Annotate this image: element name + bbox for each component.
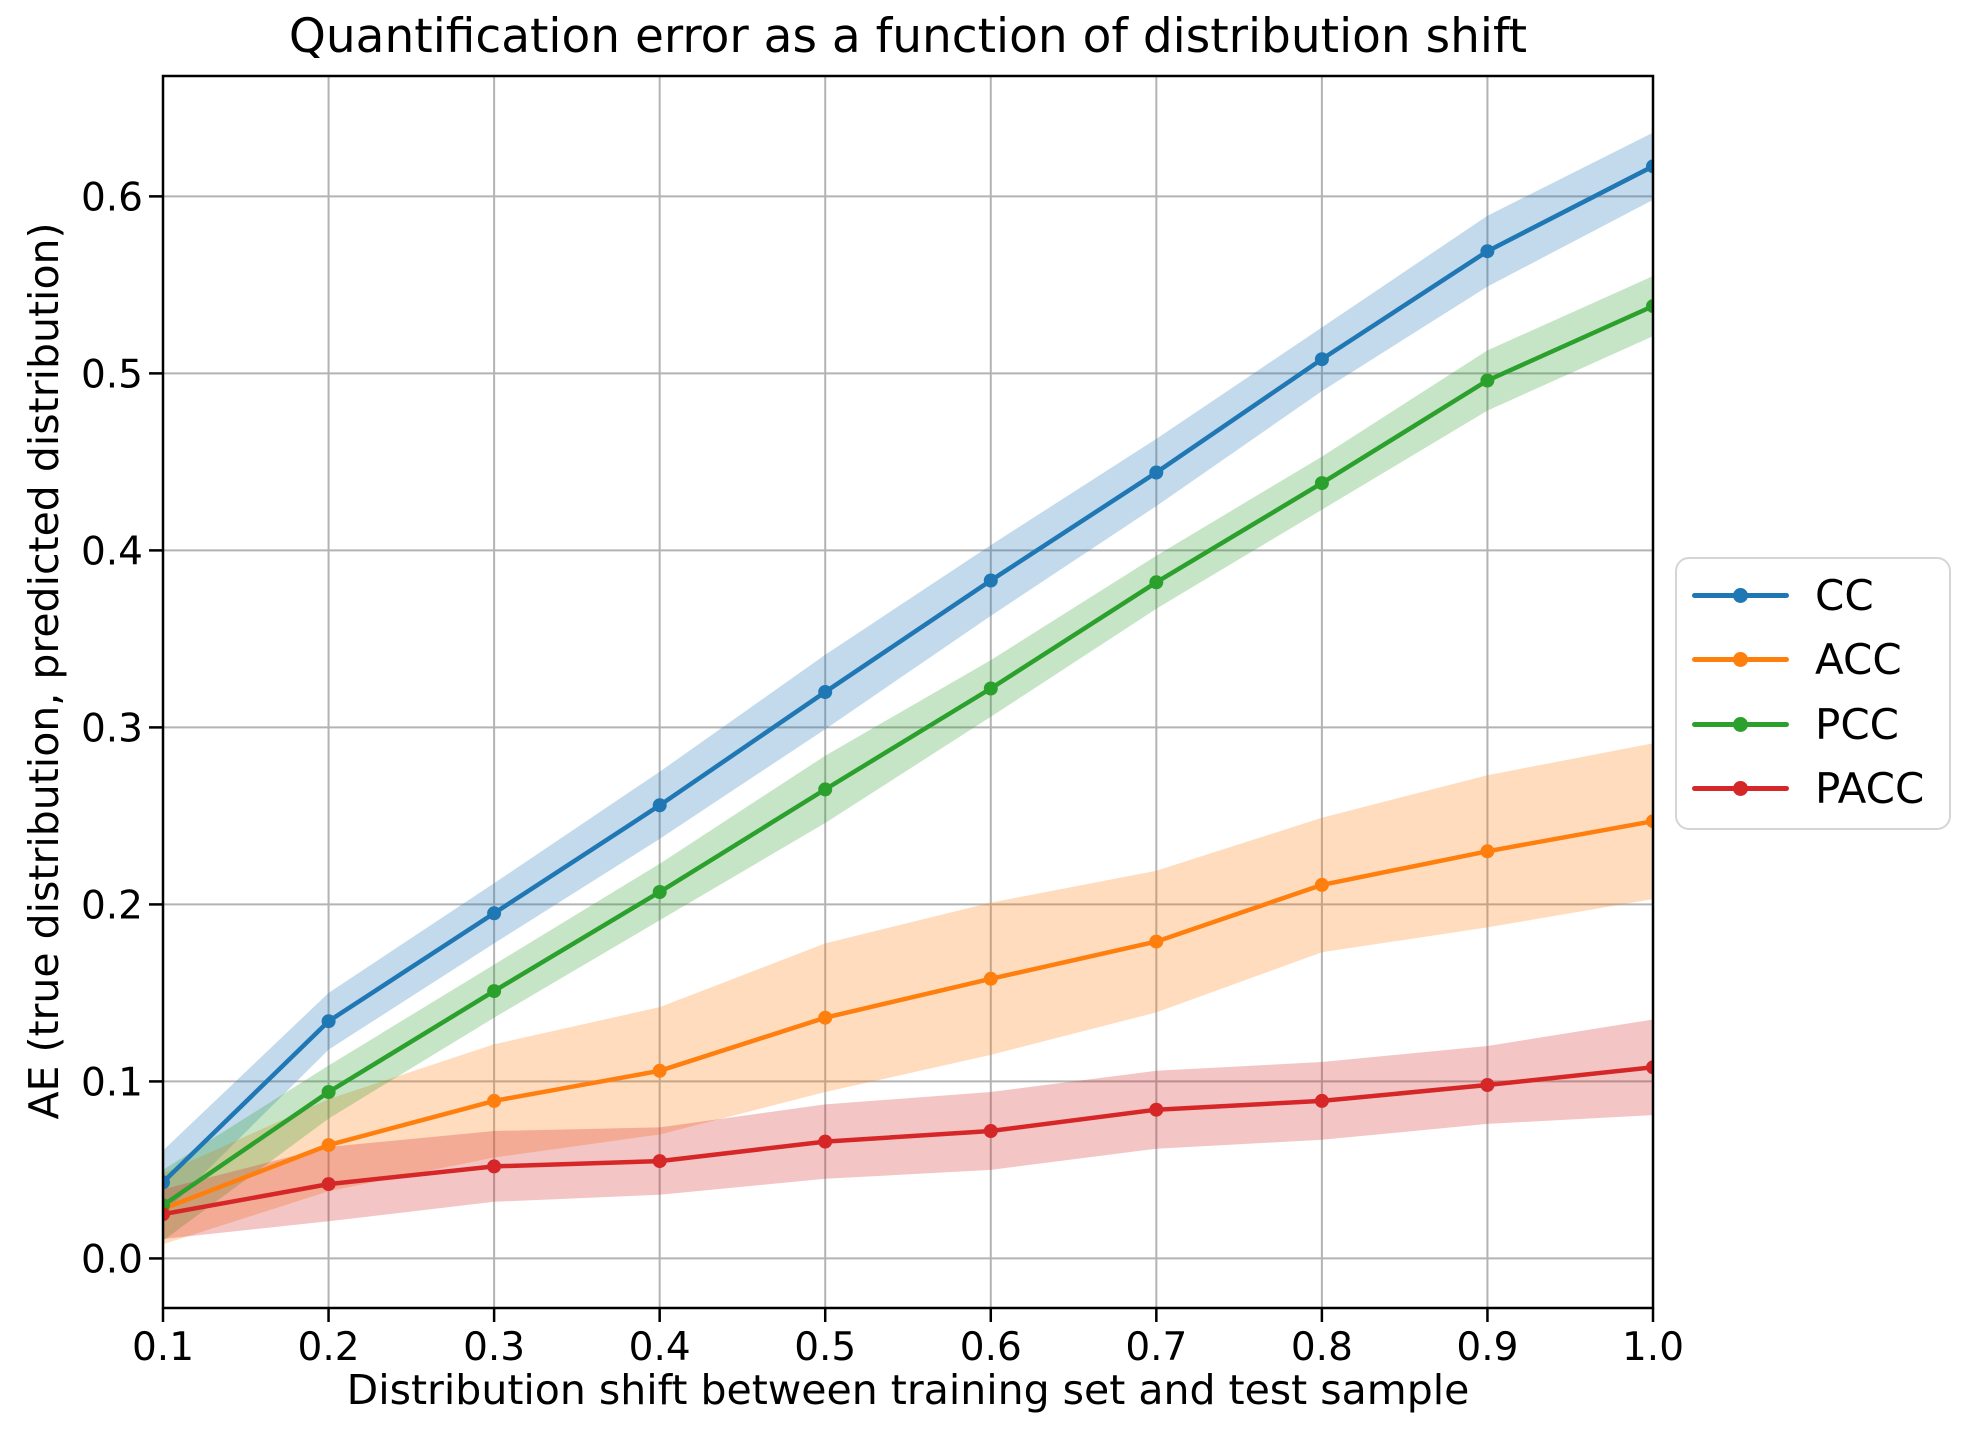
- marker-PACC: [321, 1177, 336, 1192]
- legend-item-pacc: PACC: [1692, 757, 1949, 822]
- legend-label-cc: CC: [1815, 570, 1874, 620]
- marker-PCC: [1480, 373, 1495, 388]
- marker-PACC: [983, 1124, 998, 1138]
- marker-PCC: [487, 984, 502, 999]
- marker-CC: [1314, 352, 1329, 367]
- line-CC: [163, 164, 1653, 1185]
- y-tick-label: 0.3: [81, 706, 143, 751]
- marker-PACC: [1480, 1078, 1495, 1092]
- marker-ACC: [1646, 814, 1653, 829]
- marker-PACC: [818, 1134, 833, 1149]
- marker-ACC: [1314, 877, 1329, 892]
- series-PCC: [163, 299, 1653, 1213]
- marker-CC: [1149, 465, 1164, 480]
- marker-CC: [487, 906, 502, 921]
- marker-PACC: [1646, 1060, 1653, 1075]
- series-PACC: [163, 1060, 1653, 1222]
- y-tick-label: 0.4: [81, 529, 143, 574]
- x-tick-label: 0.6: [960, 1325, 1022, 1370]
- marker-PCC: [818, 782, 833, 797]
- y-tick-label: 0.6: [81, 175, 143, 220]
- marker-ACC: [321, 1138, 336, 1153]
- plot-border: [161, 74, 1655, 1310]
- marker-PACC: [487, 1159, 502, 1174]
- marker-PACC: [1149, 1102, 1164, 1117]
- y-tick-label: 0.1: [81, 1060, 143, 1105]
- legend: CC ACC PCC PACC: [1675, 557, 1951, 830]
- marker-PCC: [983, 681, 998, 696]
- marker-CC: [321, 1014, 336, 1029]
- marker-CC: [1480, 244, 1495, 259]
- x-tick-label: 0.8: [1291, 1325, 1353, 1370]
- x-tick-label: 0.1: [132, 1325, 194, 1370]
- legend-line-sample-cc: [1692, 587, 1789, 603]
- legend-line-sample-acc: [1692, 652, 1789, 668]
- legend-label-pcc: PCC: [1815, 699, 1899, 749]
- marker-PCC: [1314, 476, 1329, 491]
- y-tick-labels: 0.0 0.1 0.2 0.3 0.4 0.5 0.6: [81, 175, 143, 1282]
- y-axis-label: AE (true distribution, predicted distrib…: [20, 222, 68, 1120]
- legend-item-acc: ACC: [1692, 628, 1949, 693]
- confidence-bands: [163, 132, 1653, 1245]
- x-tick-label: 0.7: [1125, 1325, 1187, 1370]
- marker-PCC: [321, 1085, 336, 1099]
- marker-CC: [163, 1175, 170, 1190]
- line-PACC: [163, 1065, 1653, 1217]
- marker-ACC: [1480, 844, 1495, 859]
- x-tick-label: 0.3: [463, 1325, 525, 1370]
- marker-PACC: [652, 1154, 667, 1169]
- y-tick-label: 0.0: [81, 1237, 143, 1282]
- marker-ACC: [983, 971, 998, 986]
- band-PACC: [163, 1019, 1653, 1239]
- marker-PACC: [163, 1207, 170, 1222]
- marker-PCC: [1646, 299, 1653, 314]
- series-CC: [163, 159, 1653, 1190]
- marker-ACC: [818, 1010, 833, 1025]
- band-ACC: [163, 743, 1653, 1245]
- y-tick-label: 0.5: [81, 352, 143, 397]
- legend-label-pacc: PACC: [1815, 764, 1925, 814]
- legend-item-pcc: PCC: [1692, 692, 1949, 757]
- chart-title: Quantification error as a function of di…: [288, 9, 1528, 64]
- marker-ACC: [1149, 934, 1164, 949]
- band-CC: [163, 132, 1653, 1215]
- marker-CC: [983, 573, 998, 588]
- legend-line-sample-pacc: [1692, 781, 1789, 797]
- legend-line-sample-pcc: [1692, 716, 1789, 732]
- y-tick-label: 0.2: [81, 883, 143, 928]
- marker-ACC: [487, 1093, 502, 1108]
- marker-PCC: [1149, 575, 1164, 590]
- tick-marks: [149, 195, 1655, 1322]
- line-PCC: [163, 303, 1653, 1208]
- x-tick-label: 0.4: [629, 1325, 691, 1370]
- marker-CC: [652, 798, 667, 813]
- line-ACC: [163, 818, 1653, 1212]
- x-tick-label: 0.2: [298, 1325, 360, 1370]
- marker-ACC: [652, 1063, 667, 1078]
- marker-PCC: [652, 885, 667, 899]
- legend-label-acc: ACC: [1815, 635, 1902, 685]
- x-tick-label: 1.0: [1622, 1325, 1684, 1370]
- band-PCC: [163, 276, 1653, 1241]
- legend-item-cc: CC: [1692, 563, 1949, 628]
- x-axis-label: Distribution shift between training set …: [346, 1366, 1470, 1414]
- x-tick-labels: 0.1 0.2 0.3 0.4 0.5 0.6 0.7 0.8 0.9 1.0: [132, 1325, 1684, 1370]
- marker-CC: [818, 685, 833, 699]
- marker-CC: [1646, 159, 1653, 174]
- x-tick-label: 0.9: [1456, 1325, 1518, 1370]
- x-tick-label: 0.5: [794, 1325, 856, 1370]
- marker-PACC: [1314, 1093, 1329, 1108]
